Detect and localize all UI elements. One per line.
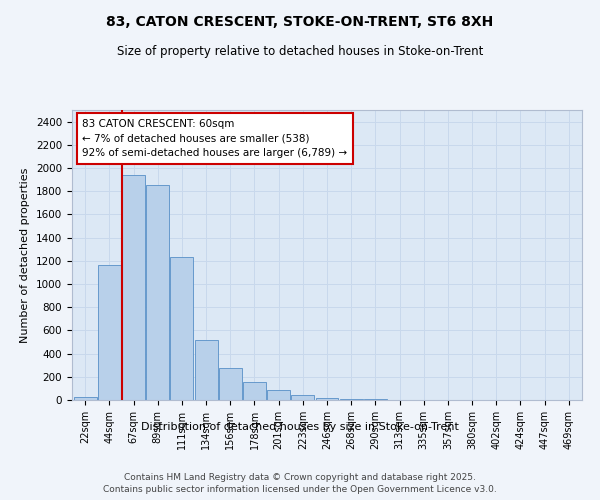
Bar xyxy=(340,399,362,400)
Text: 83, CATON CRESCENT, STOKE-ON-TRENT, ST6 8XH: 83, CATON CRESCENT, STOKE-ON-TRENT, ST6 … xyxy=(106,15,494,29)
Bar xyxy=(146,186,169,400)
Y-axis label: Number of detached properties: Number of detached properties xyxy=(20,168,31,342)
Text: Distribution of detached houses by size in Stoke-on-Trent: Distribution of detached houses by size … xyxy=(141,422,459,432)
Text: Contains public sector information licensed under the Open Government Licence v3: Contains public sector information licen… xyxy=(103,485,497,494)
Bar xyxy=(243,382,266,400)
Bar xyxy=(194,340,218,400)
Text: Contains HM Land Registry data © Crown copyright and database right 2025.: Contains HM Land Registry data © Crown c… xyxy=(124,472,476,482)
Bar xyxy=(219,368,242,400)
Bar xyxy=(98,266,121,400)
Text: 83 CATON CRESCENT: 60sqm
← 7% of detached houses are smaller (538)
92% of semi-d: 83 CATON CRESCENT: 60sqm ← 7% of detache… xyxy=(82,118,347,158)
Bar xyxy=(170,258,193,400)
Bar xyxy=(122,175,145,400)
Bar xyxy=(74,397,97,400)
Bar xyxy=(267,390,290,400)
Text: Size of property relative to detached houses in Stoke-on-Trent: Size of property relative to detached ho… xyxy=(117,45,483,58)
Bar xyxy=(292,396,314,400)
Bar xyxy=(316,398,338,400)
